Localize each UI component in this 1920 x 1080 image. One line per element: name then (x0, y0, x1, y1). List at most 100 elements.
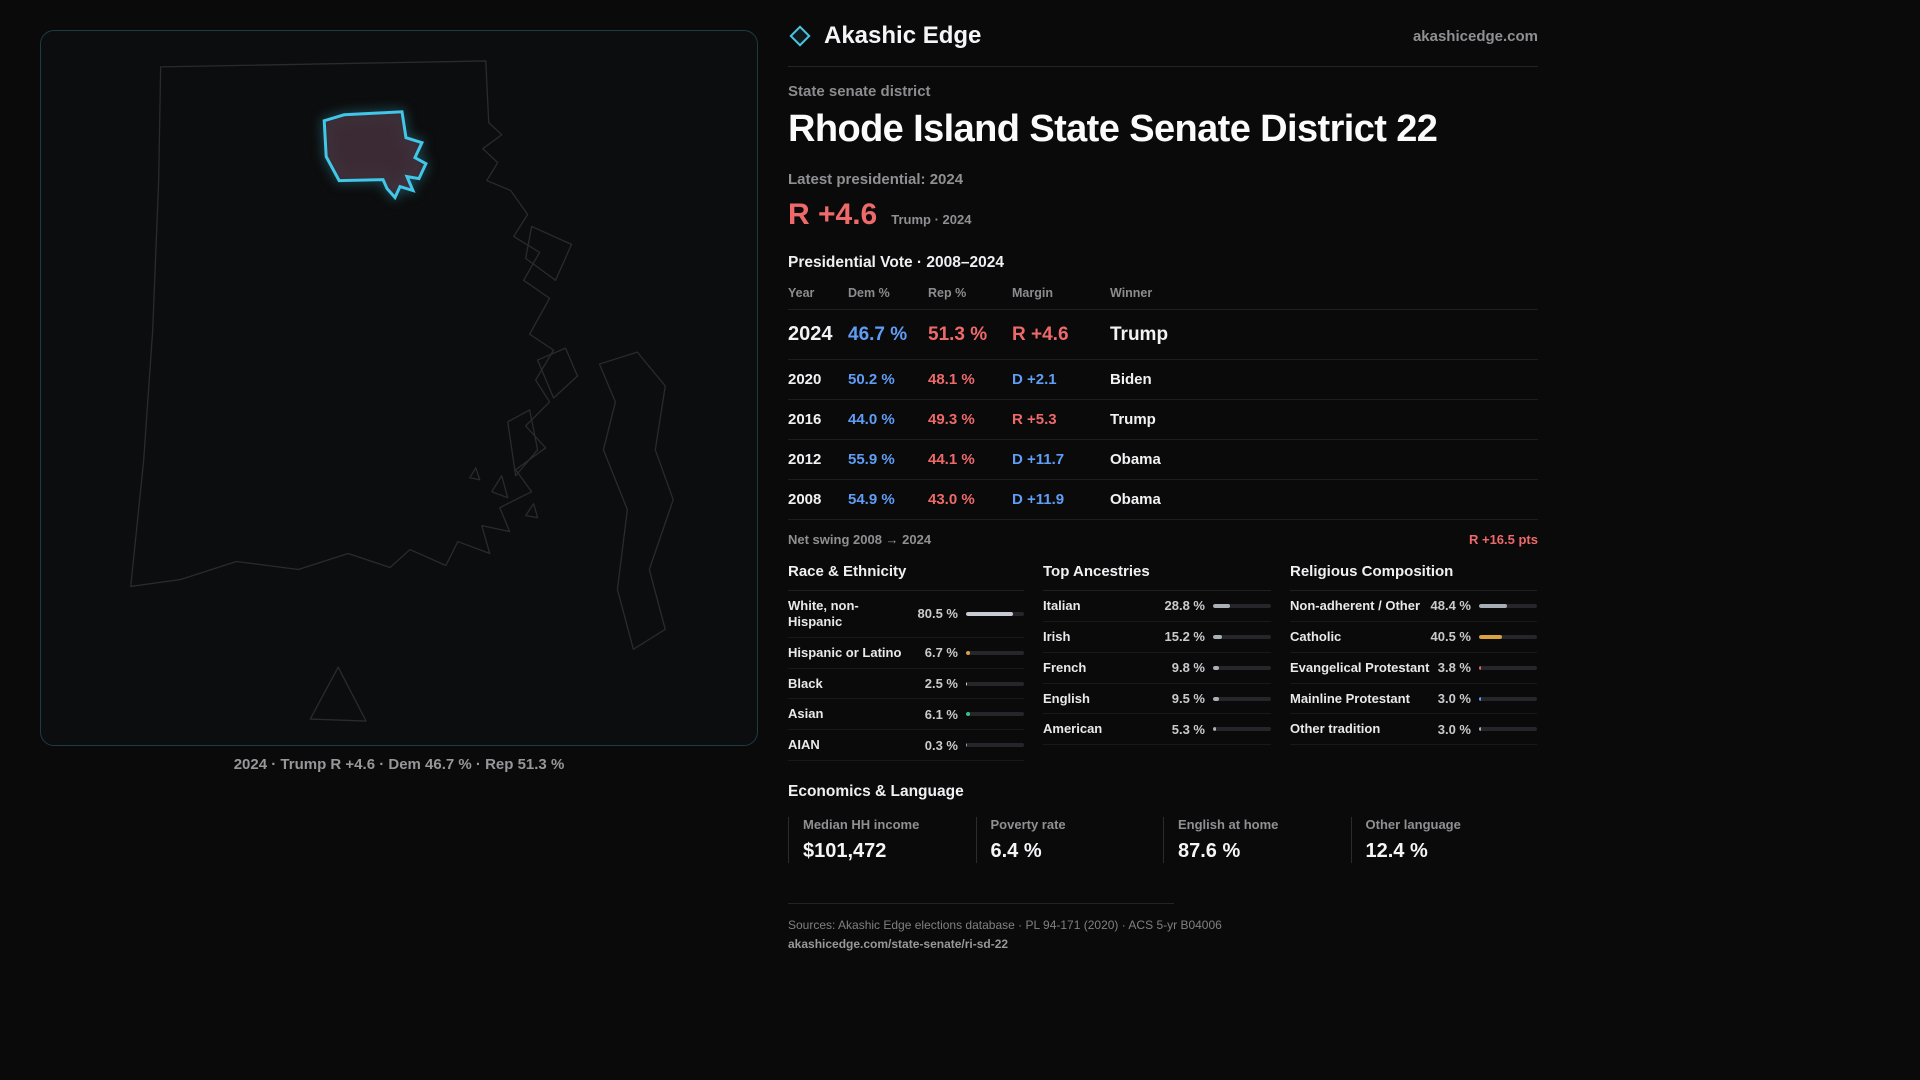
demo-bar (1479, 727, 1537, 732)
demographics: Race & Ethnicity White, non-Hispanic 80.… (788, 563, 1538, 762)
demo-value: 9.8 % (1171, 660, 1205, 676)
stat-value: 87.6 % (1178, 840, 1241, 863)
demo-bar-fill (1213, 603, 1230, 608)
vote-rep: 43.0 % (928, 491, 975, 508)
vote-margin: R +4.6 (1012, 324, 1069, 345)
detail-pane: Akashic Edge akashicedge.com State senat… (788, 22, 1538, 951)
vote-rep: 44.1 % (928, 451, 975, 468)
vote-margin: D +11.9 (1012, 491, 1065, 508)
demo-value: 0.3 % (924, 737, 958, 753)
vote-row-2024: 2024 46.7 % 51.3 % R +4.6 Trump (788, 310, 1538, 360)
demo-bar-fill (1213, 727, 1217, 732)
bay-island-1 (536, 347, 579, 399)
demo-label: Italian (1043, 598, 1081, 613)
demo-value: 3.0 % (1437, 721, 1471, 737)
section-top-ancestries: Top Ancestries Italian 28.8 % Irish 15.2… (1043, 563, 1271, 761)
demo-row: English 9.5 % (1043, 684, 1271, 715)
demo-label: Non-adherent / Other (1290, 598, 1421, 613)
demo-label: Hispanic or Latino (788, 644, 902, 660)
demo-row: Irish 15.2 % (1043, 622, 1271, 653)
stat-median-hh-income: Median HH income $101,472 (788, 817, 976, 864)
vote-table: Year Dem % Rep % Margin Winner 2024 46.7… (788, 286, 1538, 520)
demo-bar-fill (1479, 727, 1481, 732)
demo-label: Catholic (1290, 628, 1342, 644)
demo-row: White, non-Hispanic 80.5 % (788, 591, 1024, 638)
demo-value: 15.2 % (1164, 629, 1205, 645)
demo-bar (1213, 727, 1271, 732)
demo-label: Evangelical Protestant (1290, 659, 1430, 675)
demo-label: American (1043, 721, 1103, 737)
net-swing-label: Net swing 2008 → 2024 (788, 532, 932, 547)
stat-other-language: Other language 12.4 % (1350, 817, 1539, 864)
east-bay-shore (598, 351, 674, 650)
headline-sub: Trump · 2024 (891, 212, 972, 227)
vote-winner: Trump (1110, 411, 1156, 428)
district-shape (322, 110, 428, 201)
demo-bar-fill (966, 681, 968, 686)
demo-row: Other tradition 3.0 % (1290, 714, 1537, 746)
demo-bar-fill (1479, 603, 1508, 608)
header: Akashic Edge akashicedge.com (788, 22, 1538, 67)
stat-value: $101,472 (803, 840, 887, 863)
demo-bar (966, 681, 1024, 686)
diamond-icon (789, 25, 811, 47)
demo-value: 5.3 % (1171, 721, 1205, 737)
section-title: Top Ancestries (1043, 563, 1271, 591)
vote-winner: Obama (1110, 491, 1161, 508)
vote-row-2008: 2008 54.9 % 43.0 % D +11.9 Obama (788, 480, 1538, 520)
demo-row: Hispanic or Latino 6.7 % (788, 638, 1024, 669)
northeast-shore (524, 225, 573, 281)
section-title: Race & Ethnicity (788, 563, 1024, 591)
demo-value: 48.4 % (1430, 598, 1471, 614)
stat-poverty-rate: Poverty rate 6.4 % (975, 817, 1164, 864)
economics-title: Economics & Language (788, 783, 964, 801)
economics-stats: Median HH income $101,472 Poverty rate 6… (788, 817, 1539, 864)
demo-bar (1213, 603, 1271, 608)
demo-bar-fill (966, 650, 970, 655)
demo-label: White, non-Hispanic (788, 598, 859, 629)
demo-row: Mainline Protestant 3.0 % (1290, 684, 1537, 715)
vote-margin: D +2.1 (1012, 371, 1057, 388)
vote-rep: 51.3 % (928, 324, 988, 345)
brand: Akashic Edge (788, 22, 981, 50)
demo-value: 80.5 % (917, 606, 958, 622)
kicker: State senate district (788, 83, 931, 100)
demo-value: 2.5 % (924, 676, 958, 691)
block-island (309, 666, 367, 722)
section-title: Religious Composition (1290, 563, 1537, 591)
demo-label: Irish (1043, 628, 1071, 644)
demo-label: English (1043, 690, 1090, 706)
sources-text: Sources: Akashic Edge elections database… (788, 918, 1222, 933)
demo-row: Black 2.5 % (788, 669, 1024, 700)
vote-dem: 50.2 % (848, 371, 895, 388)
demo-bar-fill (966, 712, 970, 717)
stat-label: English at home (1178, 817, 1279, 833)
demo-label: Other tradition (1290, 721, 1381, 737)
stat-label: Other language (1365, 817, 1461, 833)
demo-row: Evangelical Protestant 3.8 % (1290, 653, 1537, 684)
bay-islet-3 (469, 467, 481, 481)
permalink-link[interactable]: akashicedge.com/state-senate/ri-sd-22 (788, 937, 1009, 952)
map-caption: 2024 · Trump R +4.6 · Dem 46.7 % · Rep 5… (233, 756, 565, 773)
demo-row: Catholic 40.5 % (1290, 622, 1537, 653)
demo-label: AIAN (788, 737, 820, 753)
vote-winner: Biden (1110, 371, 1152, 388)
demo-bar-fill (966, 611, 1013, 616)
site-link[interactable]: akashicedge.com (1412, 27, 1538, 45)
demo-bar (1479, 696, 1537, 701)
bay-islet-1 (491, 475, 509, 499)
demo-row: Asian 6.1 % (788, 699, 1024, 731)
vote-margin: R +5.3 (1012, 411, 1057, 428)
net-swing: Net swing 2008 → 2024 R +16.5 pts (788, 532, 1538, 547)
vote-winner: Trump (1110, 324, 1169, 345)
col-year: Year (788, 286, 815, 300)
vote-dem: 46.7 % (848, 324, 908, 345)
bay-islet-2 (524, 503, 539, 519)
latest-label: Latest presidential: 2024 (788, 171, 964, 188)
demo-label: Mainline Protestant (1290, 690, 1410, 706)
demo-bar (966, 650, 1024, 655)
demo-value: 6.7 % (924, 645, 958, 661)
section-religious-composition: Religious Composition Non-adherent / Oth… (1290, 563, 1537, 761)
demo-bar-fill (1479, 696, 1481, 701)
demo-row: Non-adherent / Other 48.4 % (1290, 591, 1537, 622)
